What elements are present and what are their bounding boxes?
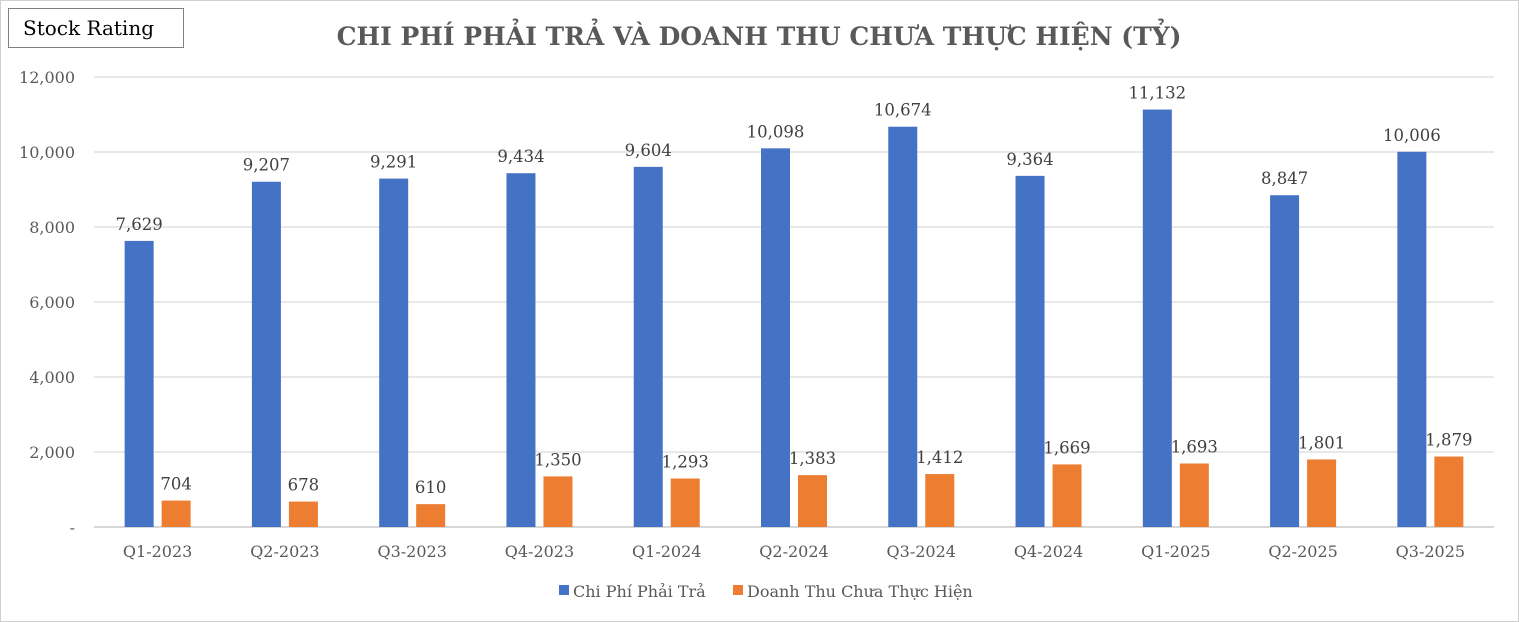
y-tick-label: 2,000 — [29, 443, 75, 462]
x-axis: Q1-2023 Q2-2023 Q3-2023 Q4-2023 Q1-2024 Q2-20… — [123, 542, 1465, 561]
x-tick-label: Q3-2024 — [887, 542, 956, 561]
data-label: 1,412 — [916, 448, 963, 467]
data-label: 704 — [160, 475, 192, 494]
data-label: 10,006 — [1383, 126, 1441, 145]
x-tick-label: Q4-2023 — [505, 542, 574, 561]
x-tick-label: Q2-2023 — [250, 542, 319, 561]
bar-chi-phi-phai-tra — [124, 240, 154, 527]
bar-doanh-thu-chua-thuc-hien — [670, 478, 700, 527]
x-tick-label: Q1-2023 — [123, 542, 192, 561]
bar-chi-phi-phai-tra — [633, 166, 663, 527]
bar-chi-phi-phai-tra — [1015, 175, 1045, 527]
data-label: 610 — [415, 478, 447, 497]
x-tick-label: Q1-2025 — [1141, 542, 1210, 561]
data-label: 1,879 — [1425, 431, 1472, 450]
bar-chi-phi-phai-tra — [761, 148, 790, 527]
data-label: 7,629 — [116, 215, 163, 234]
bar-doanh-thu-chua-thuc-hien — [543, 476, 573, 527]
data-label: 9,604 — [625, 141, 672, 160]
bar-chi-phi-phai-tra — [1397, 151, 1427, 527]
bars — [124, 109, 1464, 528]
data-label: 10,098 — [747, 122, 805, 141]
data-label: 10,674 — [874, 101, 932, 120]
y-tick-label: 4,000 — [29, 368, 75, 387]
data-labels: 7,629 704 9,207 678 9,291 610 9,434 1,350 9,604 1… — [116, 84, 1473, 498]
x-tick-label: Q4-2024 — [1014, 542, 1083, 561]
bar-doanh-thu-chua-thuc-hien — [1179, 463, 1209, 527]
legend-label: Chi Phí Phải Trả — [573, 582, 706, 601]
data-label: 9,434 — [497, 147, 544, 166]
legend-swatch — [559, 585, 569, 595]
y-tick-label: 12,000 — [19, 68, 75, 87]
data-label: 1,669 — [1043, 438, 1090, 457]
x-tick-label: Q2-2024 — [759, 542, 828, 561]
y-tick-label: - — [70, 518, 75, 537]
y-tick-label: 10,000 — [19, 143, 75, 162]
bar-doanh-thu-chua-thuc-hien — [798, 475, 827, 527]
legend: Chi Phí Phải Trả Doanh Thu Chưa Thực Hiện — [559, 582, 973, 601]
data-label: 678 — [288, 476, 320, 495]
bar-chi-phi-phai-tra — [888, 126, 918, 527]
bar-doanh-thu-chua-thuc-hien — [925, 474, 955, 527]
bar-doanh-thu-chua-thuc-hien — [1052, 464, 1082, 527]
bar-doanh-thu-chua-thuc-hien — [416, 504, 446, 527]
data-label: 1,693 — [1171, 438, 1218, 457]
y-tick-label: 8,000 — [29, 218, 75, 237]
stock-rating-badge: Stock Rating — [8, 8, 184, 48]
x-tick-label: Q3-2023 — [377, 542, 446, 561]
bar-chi-phi-phai-tra — [1142, 109, 1172, 528]
legend-label: Doanh Thu Chưa Thực Hiện — [747, 582, 973, 601]
data-label: 1,350 — [534, 450, 581, 469]
data-label: 11,132 — [1128, 84, 1186, 103]
gridlines — [94, 76, 1494, 528]
bar-chi-phi-phai-tra — [506, 173, 536, 527]
bar-chi-phi-phai-tra — [379, 178, 409, 527]
data-label: 9,364 — [1006, 150, 1053, 169]
bar-chi-phi-phai-tra — [1270, 195, 1300, 528]
data-label: 1,383 — [789, 449, 836, 468]
legend-swatch — [733, 585, 743, 595]
bar-doanh-thu-chua-thuc-hien — [1434, 456, 1464, 527]
x-tick-label: Q3-2025 — [1396, 542, 1465, 561]
data-label: 1,293 — [662, 453, 709, 472]
data-label: 1,801 — [1298, 433, 1345, 452]
y-axis: - 2,000 4,000 6,000 8,000 10,000 12,000 — [19, 68, 75, 537]
y-tick-label: 6,000 — [29, 293, 75, 312]
bar-doanh-thu-chua-thuc-hien — [161, 500, 191, 527]
data-label: 9,291 — [370, 153, 417, 172]
bar-chi-phi-phai-tra — [251, 181, 281, 528]
chart-title: CHI PHÍ PHẢI TRẢ VÀ DOANH THU CHƯA THỰC … — [337, 19, 1182, 51]
bar-doanh-thu-chua-thuc-hien — [1307, 459, 1337, 527]
x-tick-label: Q1-2024 — [632, 542, 701, 561]
bar-doanh-thu-chua-thuc-hien — [288, 501, 318, 527]
data-label: 9,207 — [243, 156, 290, 175]
x-tick-label: Q2-2025 — [1268, 542, 1337, 561]
data-label: 8,847 — [1261, 169, 1308, 188]
